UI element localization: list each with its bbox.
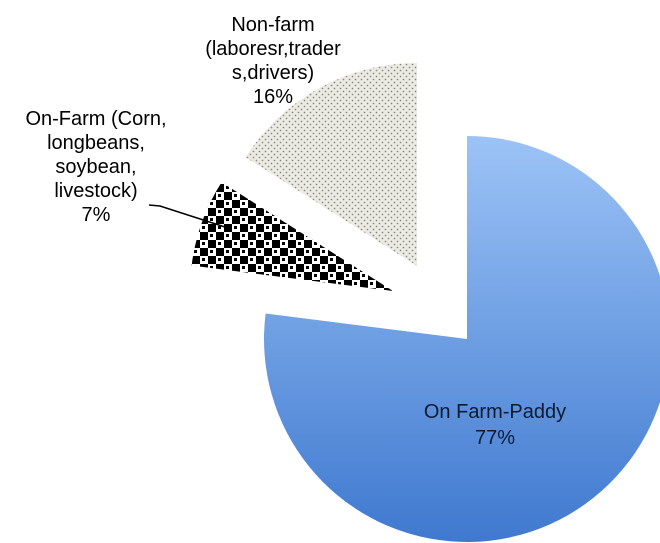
category-label-line: On Farm-Paddy [424, 401, 566, 423]
category-label-line: livestock) [54, 180, 137, 202]
slice-labels: On Farm-Paddy 77% On-Farm (Corn, longbeans,… [25, 14, 566, 449]
label-non-farm: Non-farm (laboresr,trader s,drivers) 16% [205, 14, 341, 108]
value-label: 77% [475, 427, 515, 449]
leader-line [148, 204, 226, 228]
slice-on-farm-other [191, 182, 393, 291]
leader-lines [148, 204, 226, 228]
value-label: 7% [82, 204, 111, 226]
category-label-line: Non-farm [231, 14, 314, 36]
label-on-farm-other: On-Farm (Corn, longbeans, soybean, livestoc… [25, 108, 166, 226]
value-label: 16% [253, 86, 293, 108]
pie-slices [191, 63, 660, 542]
category-label-line: soybean, [55, 156, 136, 178]
category-label-line: longbeans, [47, 132, 145, 154]
slice-non-farm [245, 63, 417, 266]
label-on-farm-paddy: On Farm-Paddy 77% [424, 401, 566, 449]
category-label-line: On-Farm (Corn, [25, 108, 166, 130]
category-label-line: s,drivers) [232, 62, 314, 84]
category-label-line: (laboresr,trader [205, 38, 341, 60]
slice-on-farm-paddy [264, 136, 660, 542]
